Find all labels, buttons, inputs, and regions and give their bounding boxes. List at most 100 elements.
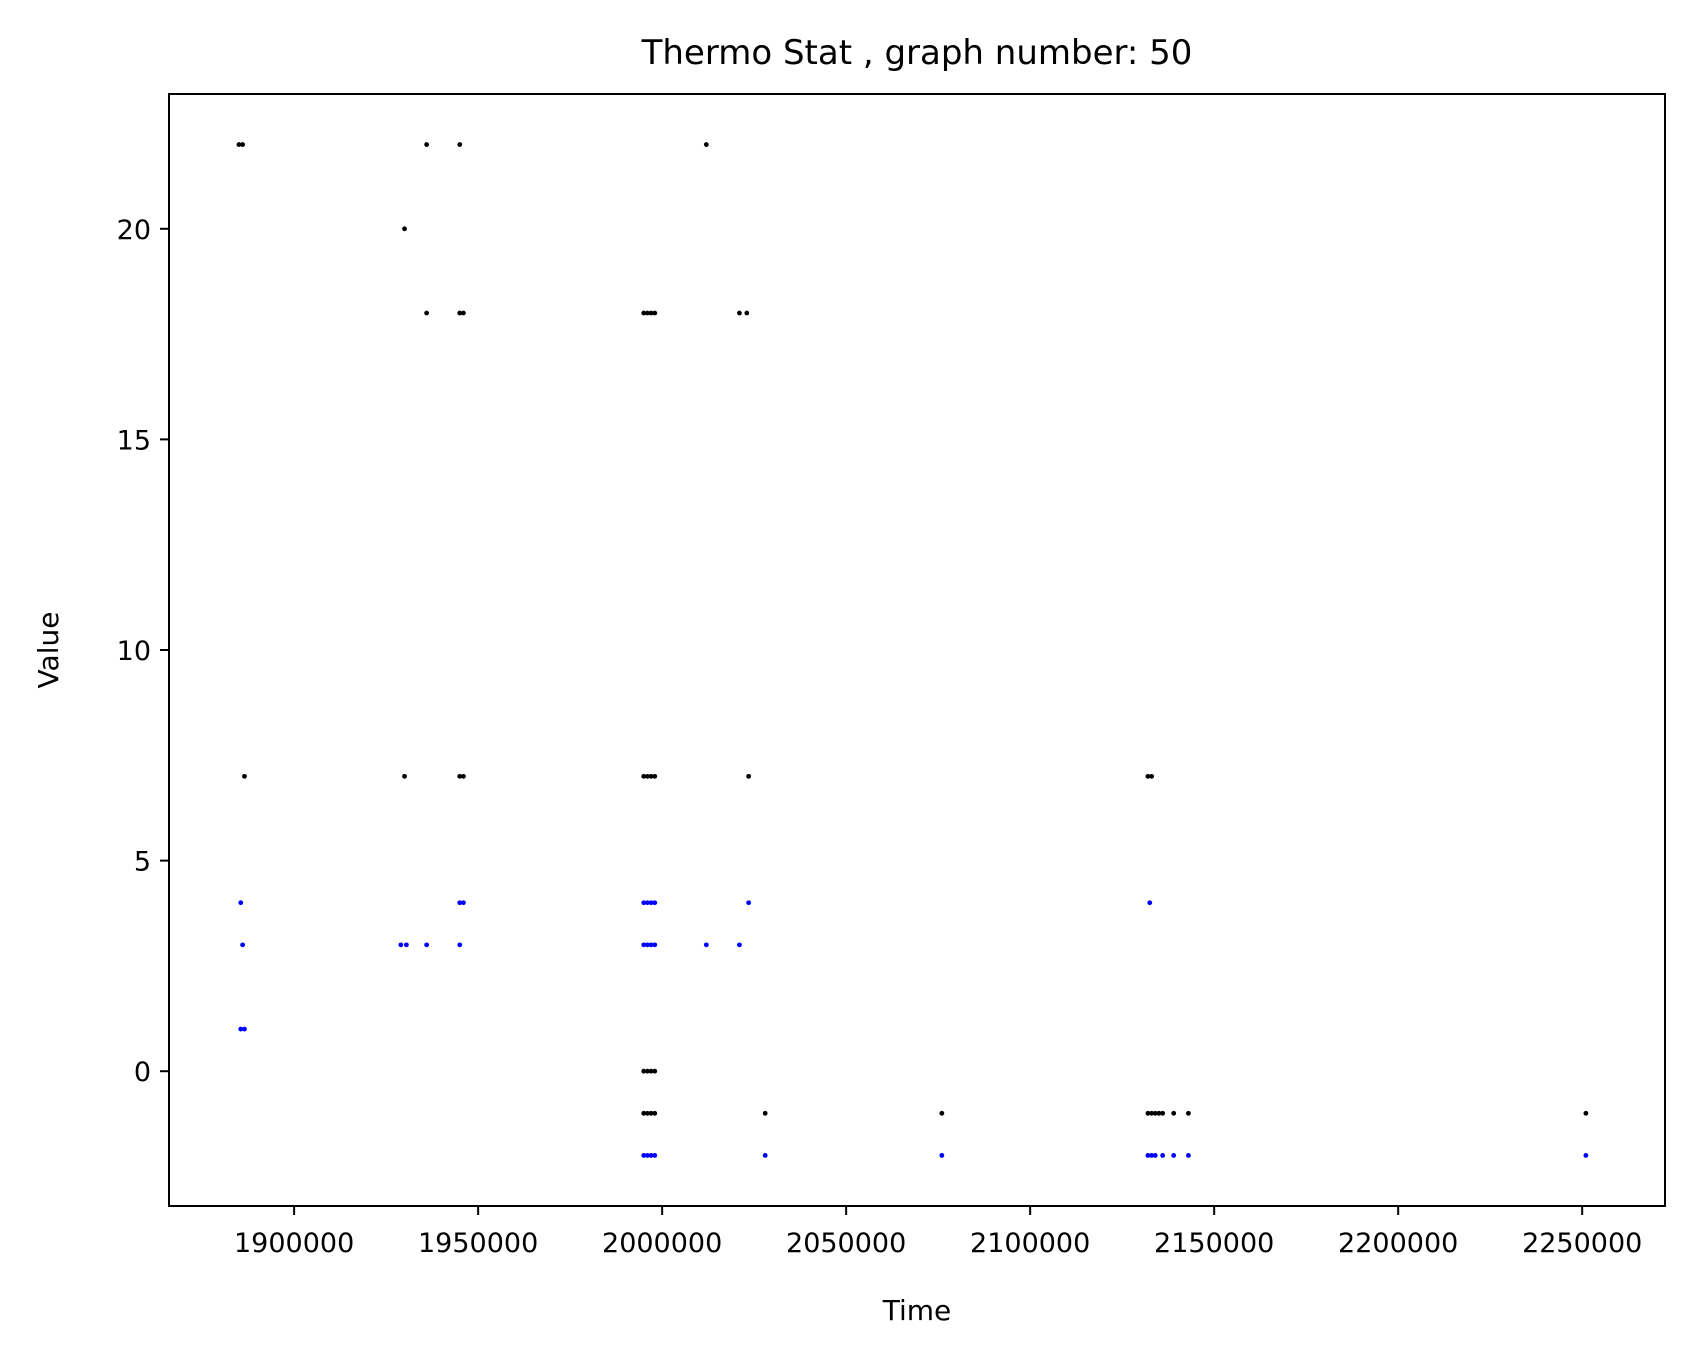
data-point-blue	[641, 900, 647, 906]
x-tick-label: 2150000	[1154, 1228, 1274, 1259]
data-point-black	[652, 1110, 658, 1116]
data-point-black	[240, 142, 246, 147]
data-point-black	[641, 310, 647, 316]
x-tick-label: 2250000	[1522, 1228, 1642, 1259]
data-point-blue	[1583, 1153, 1589, 1158]
data-point-blue	[424, 942, 430, 948]
data-point-black	[648, 310, 654, 316]
data-point-blue	[398, 942, 404, 948]
data-point-black	[648, 1110, 654, 1116]
data-points	[236, 142, 1589, 1158]
x-tick-label: 1950000	[418, 1228, 538, 1259]
data-point-black	[648, 773, 654, 779]
data-point-blue	[645, 942, 650, 948]
x-tick-label: 2050000	[786, 1228, 906, 1259]
data-point-black	[1186, 1110, 1191, 1116]
data-point-black	[236, 142, 242, 147]
data-point-black	[744, 310, 750, 316]
data-point-black	[737, 310, 742, 316]
data-point-black	[1152, 1110, 1158, 1116]
data-point-blue	[737, 942, 742, 948]
data-point-black	[424, 310, 430, 316]
data-point-blue	[1171, 1153, 1177, 1158]
data-point-black	[1145, 773, 1151, 779]
data-point-black	[457, 142, 463, 147]
data-point-blue	[641, 1153, 647, 1158]
data-point-blue	[1147, 900, 1153, 906]
x-axis-label: Time	[882, 1294, 952, 1327]
data-point-blue	[652, 900, 658, 906]
data-point-black	[1149, 773, 1155, 779]
data-point-black	[645, 310, 650, 316]
data-point-blue	[652, 942, 658, 948]
data-point-black	[1145, 1110, 1151, 1116]
data-point-black	[457, 773, 463, 779]
data-point-black	[1149, 1110, 1155, 1116]
data-point-black	[939, 1110, 945, 1116]
data-point-blue	[648, 900, 654, 906]
data-point-blue	[652, 1153, 658, 1158]
data-point-blue	[1160, 1153, 1166, 1158]
data-point-black	[645, 1068, 650, 1074]
data-point-black	[402, 773, 407, 779]
y-tick-label: 10	[117, 636, 151, 667]
data-point-black	[746, 773, 752, 779]
data-point-black	[641, 773, 647, 779]
data-point-blue	[238, 1026, 244, 1032]
y-tick-label: 20	[117, 215, 151, 246]
data-point-black	[645, 1110, 650, 1116]
chart-title: Thermo Stat , graph number: 50	[641, 33, 1193, 73]
data-point-black	[641, 1110, 647, 1116]
data-point-black	[762, 1110, 768, 1116]
data-point-blue	[641, 942, 647, 948]
x-tick-label: 2200000	[1338, 1228, 1458, 1259]
data-point-blue	[1149, 1153, 1155, 1158]
data-point-black	[641, 1068, 647, 1074]
data-point-blue	[238, 900, 244, 906]
x-tick-label: 2100000	[970, 1228, 1090, 1259]
data-point-blue	[457, 900, 463, 906]
data-point-black	[652, 310, 658, 316]
data-point-blue	[648, 942, 654, 948]
data-point-black	[645, 773, 650, 779]
data-point-black	[461, 773, 466, 779]
y-axis-label: Value	[32, 612, 65, 689]
data-point-black	[652, 773, 658, 779]
data-point-blue	[1145, 1153, 1151, 1158]
data-point-black	[457, 310, 463, 316]
x-axis: 1900000 1950000 2000000 2050000 2100000 21500…	[234, 1206, 1642, 1259]
x-tick-label: 1900000	[234, 1228, 354, 1259]
data-point-black	[648, 1068, 654, 1074]
data-point-black	[1583, 1110, 1589, 1116]
data-point-black	[1160, 1110, 1166, 1116]
data-point-blue	[645, 900, 650, 906]
data-point-black	[652, 1068, 658, 1074]
data-point-blue	[1186, 1153, 1191, 1158]
data-point-black	[242, 773, 247, 779]
x-tick-label: 2000000	[602, 1228, 722, 1259]
data-point-blue	[746, 900, 752, 906]
y-axis: 0 5 10 15 20	[117, 215, 169, 1088]
data-point-blue	[461, 900, 466, 906]
data-point-blue	[242, 1026, 247, 1032]
data-point-blue	[240, 942, 246, 948]
y-tick-label: 15	[117, 425, 151, 456]
y-tick-label: 0	[134, 1057, 151, 1088]
data-point-blue	[403, 942, 409, 948]
data-point-blue	[703, 942, 709, 948]
data-point-black	[402, 226, 407, 232]
data-point-blue	[648, 1153, 654, 1158]
data-point-black	[703, 142, 709, 147]
data-point-black	[461, 310, 466, 316]
y-tick-label: 5	[134, 847, 151, 878]
data-point-blue	[457, 942, 463, 948]
data-point-black	[424, 142, 430, 147]
data-point-blue	[762, 1153, 768, 1158]
data-point-blue	[1152, 1153, 1158, 1158]
data-point-black	[1156, 1110, 1162, 1116]
data-point-blue	[939, 1153, 945, 1158]
data-point-blue	[645, 1153, 650, 1158]
